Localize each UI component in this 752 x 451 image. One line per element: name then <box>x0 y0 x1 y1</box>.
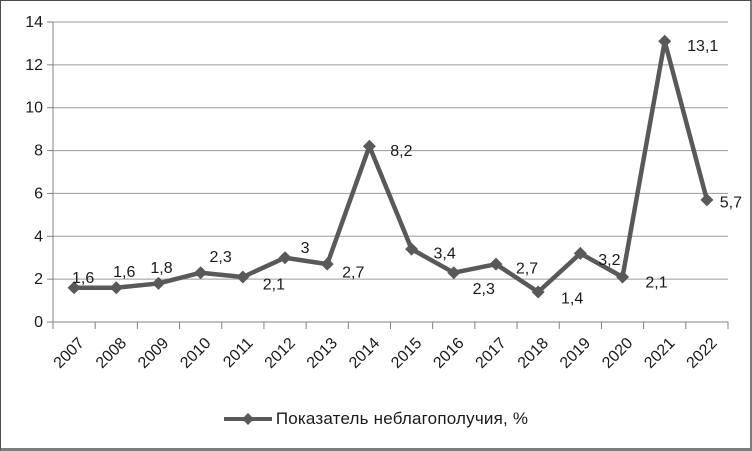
y-tick-label-4: 4 <box>34 228 43 245</box>
x-tick-label-2014: 2014 <box>346 335 383 372</box>
data-point-2013 <box>320 257 334 271</box>
data-point-2015 <box>405 242 419 256</box>
legend-line-marker-icon <box>223 413 272 425</box>
data-label-2007: 1,6 <box>72 270 94 287</box>
x-tick-label-2015: 2015 <box>388 335 425 372</box>
data-point-2012 <box>278 251 292 265</box>
x-tick-label-2017: 2017 <box>473 335 510 372</box>
data-point-2007 <box>67 281 81 295</box>
data-point-2022 <box>700 193 714 207</box>
data-label-2012: 3 <box>301 240 310 257</box>
x-tick-label-2012: 2012 <box>262 335 299 372</box>
legend: Показатель неблагополучия, % <box>1 409 750 429</box>
data-point-2008 <box>109 281 123 295</box>
x-tick-label-2009: 2009 <box>135 335 172 372</box>
y-tick-label-6: 6 <box>34 185 43 202</box>
x-tick-label-2007: 2007 <box>51 335 88 372</box>
data-point-2017 <box>489 257 503 271</box>
data-point-2019 <box>573 246 587 260</box>
data-label-2009: 1,8 <box>150 260 172 277</box>
x-tick-label-2013: 2013 <box>304 335 341 372</box>
data-label-2011: 2,1 <box>263 277 285 294</box>
x-tick-label-2016: 2016 <box>430 335 467 372</box>
data-point-2018 <box>531 285 545 299</box>
data-point-2014 <box>362 139 376 153</box>
data-label-2014: 8,2 <box>390 143 412 160</box>
data-label-2015: 3,4 <box>433 246 455 263</box>
y-tick-label-14: 14 <box>25 14 43 31</box>
x-tick-label-2022: 2022 <box>684 335 721 372</box>
y-tick-label-10: 10 <box>25 100 43 117</box>
data-point-2009 <box>151 276 165 290</box>
data-label-2019: 3,2 <box>598 252 620 269</box>
y-tick-label-2: 2 <box>34 271 43 288</box>
data-label-2020: 2,1 <box>645 275 667 292</box>
y-tick-label-8: 8 <box>34 143 43 160</box>
y-tick-label-0: 0 <box>34 314 43 331</box>
x-tick-label-2021: 2021 <box>641 335 678 372</box>
data-label-2008: 1,6 <box>113 264 135 281</box>
data-point-2021 <box>658 34 672 48</box>
y-tick-label-12: 12 <box>25 57 43 74</box>
data-label-2018: 1,4 <box>561 291 583 308</box>
x-tick-label-2011: 2011 <box>220 335 256 371</box>
data-point-2011 <box>236 270 250 284</box>
data-point-2020 <box>616 270 630 284</box>
data-label-2010: 2,3 <box>210 249 232 266</box>
data-point-2016 <box>447 266 461 280</box>
legend-label: Показатель неблагополучия, % <box>275 409 529 428</box>
data-label-2022: 5,7 <box>720 194 742 211</box>
data-label-2017: 2,7 <box>516 261 538 278</box>
data-point-2010 <box>194 266 208 280</box>
x-tick-label-2008: 2008 <box>93 335 130 372</box>
series-line <box>71 39 710 295</box>
data-label-2016: 2,3 <box>473 281 495 298</box>
data-label-2021: 13,1 <box>687 38 718 55</box>
x-tick-label-2010: 2010 <box>177 335 214 372</box>
x-tick-label-2019: 2019 <box>557 335 594 372</box>
data-label-2013: 2,7 <box>342 265 364 282</box>
x-tick-label-2018: 2018 <box>515 335 552 372</box>
x-tick-label-2020: 2020 <box>599 335 636 372</box>
